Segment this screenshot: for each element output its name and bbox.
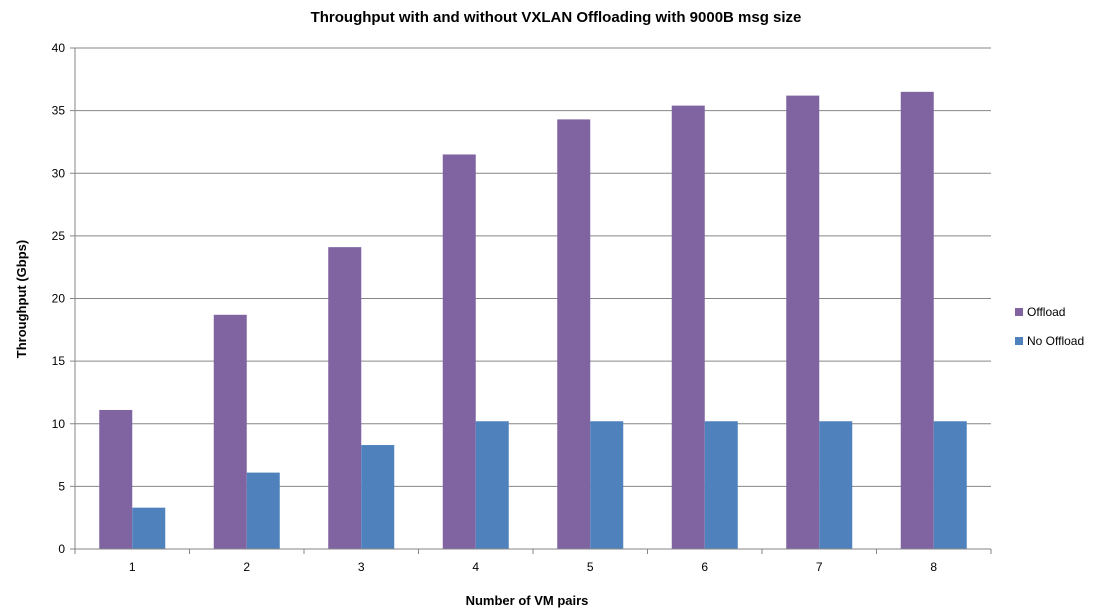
y-tick-label: 15 — [52, 354, 66, 368]
y-tick-label: 5 — [58, 479, 65, 493]
x-tick-label: 5 — [587, 560, 594, 574]
bar-no-offload — [933, 421, 967, 549]
x-tick-label: 8 — [930, 560, 937, 574]
legend-label: No Offload — [1027, 334, 1084, 348]
x-tick-label: 7 — [816, 560, 823, 574]
chart-title: Throughput with and without VXLAN Offloa… — [311, 9, 802, 26]
x-tick-label: 2 — [243, 560, 250, 574]
x-tick-label: 6 — [701, 560, 708, 574]
legend-swatch — [1015, 308, 1023, 316]
x-axis-title: Number of VM pairs — [466, 593, 589, 608]
bar-offload — [442, 154, 476, 549]
bar-offload — [557, 119, 591, 549]
bar-offload — [900, 91, 934, 550]
x-tick-label: 3 — [358, 560, 365, 574]
y-tick-label: 25 — [52, 229, 66, 243]
bar-no-offload — [475, 421, 509, 549]
y-tick-label: 20 — [52, 292, 66, 306]
bar-offload — [786, 95, 820, 549]
bar-no-offload — [361, 445, 395, 549]
bar-no-offload — [132, 507, 166, 549]
y-tick-label: 40 — [52, 41, 66, 55]
bar-offload — [99, 409, 133, 549]
x-tick-label: 4 — [472, 560, 479, 574]
bar-no-offload — [704, 421, 738, 549]
legend: Offload No Offload — [1015, 305, 1084, 348]
y-axis-ticks: 0 5 10 15 20 25 30 35 40 — [52, 41, 75, 556]
bar-no-offload — [590, 421, 624, 549]
bars — [99, 91, 967, 550]
x-axis-ticks: 1 2 3 4 5 6 7 8 — [74, 549, 992, 574]
legend-label: Offload — [1027, 305, 1065, 319]
bar-offload — [213, 314, 247, 549]
y-tick-label: 35 — [52, 104, 66, 118]
x-tick-label: 1 — [129, 560, 136, 574]
y-tick-label: 10 — [52, 417, 66, 431]
bar-offload — [328, 247, 362, 549]
legend-swatch — [1015, 337, 1023, 345]
gridlines — [75, 47, 991, 487]
bar-offload — [671, 105, 705, 550]
bar-no-offload — [819, 421, 853, 549]
y-tick-label: 0 — [58, 542, 65, 556]
y-axis-title: Throughput (Gbps) — [14, 240, 29, 358]
y-tick-label: 30 — [52, 166, 66, 180]
bar-no-offload — [246, 472, 280, 549]
